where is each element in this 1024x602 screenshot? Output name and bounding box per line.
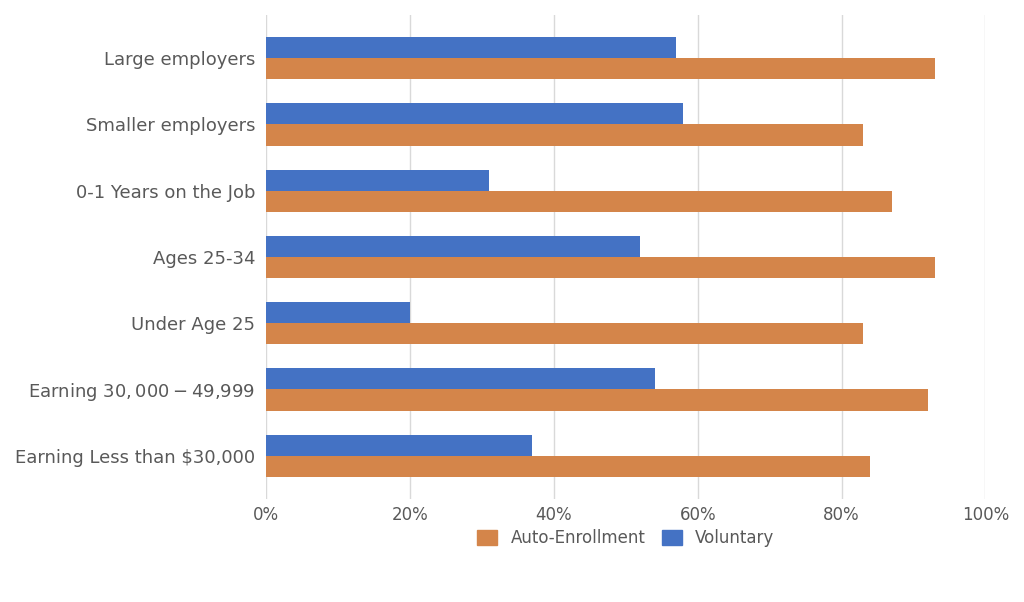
Bar <box>266 191 892 212</box>
Bar <box>266 456 870 477</box>
Bar <box>266 58 935 79</box>
Bar <box>266 368 654 389</box>
Bar <box>266 257 935 278</box>
Bar <box>266 323 863 344</box>
Bar <box>266 37 676 58</box>
Bar <box>266 389 928 411</box>
Bar <box>266 302 410 323</box>
Bar <box>266 435 532 456</box>
Bar <box>266 104 683 125</box>
Legend: Auto-Enrollment, Voluntary: Auto-Enrollment, Voluntary <box>470 522 781 553</box>
Bar <box>266 170 489 191</box>
Bar <box>266 236 640 257</box>
Bar <box>266 125 863 146</box>
